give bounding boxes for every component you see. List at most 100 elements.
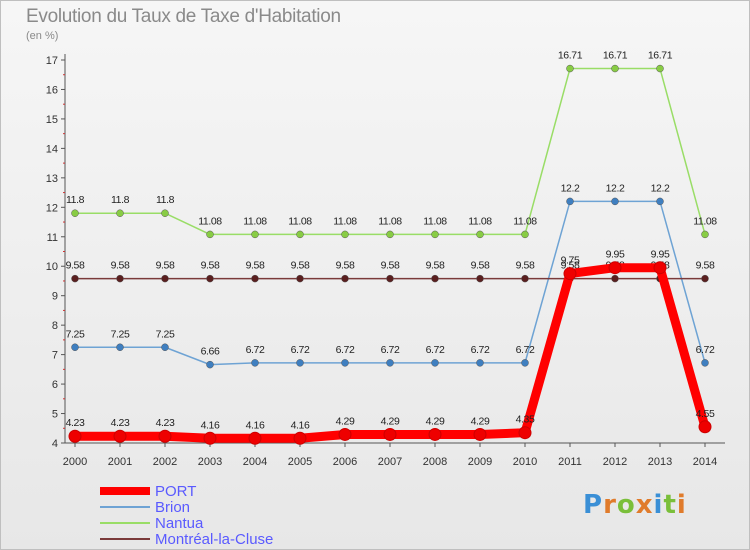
data-point [386, 274, 394, 283]
data-point [701, 274, 709, 283]
data-point [71, 209, 79, 217]
data-point [656, 64, 664, 73]
y-tick-label: 8 [52, 320, 58, 332]
y-tick-label: 15 [46, 114, 58, 126]
data-point [701, 230, 709, 239]
logo-letter: r [603, 490, 617, 520]
y-tick-label: 5 [52, 409, 58, 421]
x-tick-label: 2012 [603, 456, 627, 468]
x-tick-label: 2014 [693, 456, 717, 468]
y-tick-label: 10 [46, 261, 58, 273]
data-label: 4.29 [426, 415, 445, 427]
y-tick-label: 4 [52, 438, 58, 450]
data-label: 9.58 [696, 260, 715, 272]
data-point [608, 261, 622, 275]
x-tick-label: 2013 [648, 456, 672, 468]
data-label: 4.29 [471, 415, 490, 427]
data-point [206, 360, 214, 369]
data-point [476, 230, 484, 239]
data-point [698, 420, 712, 434]
data-label: 9.58 [201, 260, 220, 272]
data-label: 9.58 [291, 260, 310, 272]
logo-letter: P [583, 490, 604, 520]
legend-label-port: PORT [155, 483, 197, 500]
data-point [71, 343, 79, 351]
data-point [206, 230, 214, 239]
data-label: 11.08 [693, 215, 717, 227]
data-label: 6.72 [246, 344, 265, 356]
data-point [701, 359, 709, 367]
legend-swatch-port [100, 487, 150, 495]
data-label: 4.23 [156, 417, 175, 429]
data-label: 9.58 [66, 260, 85, 272]
data-label: 6.72 [291, 344, 310, 356]
y-tick-label: 7 [52, 350, 58, 362]
data-point [296, 230, 304, 239]
data-label: 11.08 [198, 215, 222, 227]
data-point [116, 343, 124, 351]
data-point [161, 209, 169, 217]
data-point [341, 274, 349, 283]
x-tick-label: 2009 [468, 456, 492, 468]
data-label: 16.71 [558, 50, 583, 62]
data-label: 9.58 [246, 260, 265, 272]
data-label: 11.08 [423, 215, 447, 227]
data-point [68, 429, 82, 443]
logo-letter: x [635, 490, 654, 520]
data-point [611, 274, 619, 283]
data-label: 16.71 [648, 50, 673, 62]
x-tick-label: 2004 [243, 456, 267, 468]
data-label: 6.72 [696, 344, 715, 356]
data-point [521, 230, 529, 239]
data-point [521, 274, 529, 283]
x-tick-label: 2008 [423, 456, 447, 468]
data-point [206, 274, 214, 283]
data-point [611, 197, 619, 206]
data-point [566, 197, 574, 206]
data-label: 9.75 [561, 255, 580, 267]
data-point [476, 359, 484, 367]
data-label: 11.08 [288, 215, 312, 227]
logo-letter: o [616, 490, 636, 520]
data-label: 6.66 [201, 346, 220, 358]
data-point [431, 359, 439, 367]
data-point [158, 429, 172, 443]
data-label: 7.25 [111, 328, 130, 340]
data-point [563, 267, 577, 281]
data-point [431, 230, 439, 239]
data-label: 7.25 [66, 328, 85, 340]
data-label: 9.95 [606, 249, 625, 261]
x-tick-label: 2000 [63, 456, 87, 468]
legend-swatch-brion [100, 506, 150, 508]
data-label: 4.55 [696, 408, 715, 420]
data-label: 11.8 [111, 194, 130, 206]
data-label: 9.58 [381, 260, 400, 272]
data-point [518, 426, 532, 440]
data-label: 9.58 [156, 260, 175, 272]
x-tick-label: 2001 [108, 456, 132, 468]
data-point [383, 427, 397, 441]
data-point [293, 431, 307, 445]
data-label: 9.58 [336, 260, 355, 272]
series-line [74, 67, 706, 236]
x-tick-label: 2002 [153, 456, 177, 468]
data-label: 6.72 [336, 344, 355, 356]
data-point [611, 64, 619, 73]
y-tick-label: 16 [46, 84, 58, 96]
data-label: 11.08 [468, 215, 492, 227]
chart-subtitle: (en %) [26, 30, 59, 42]
data-label: 4.35 [516, 414, 535, 426]
x-tick-label: 2007 [378, 456, 402, 468]
data-point [341, 230, 349, 239]
data-point [251, 359, 259, 367]
chart-title: Evolution du Taux de Taxe d'Habitation [26, 6, 341, 27]
data-point [296, 274, 304, 283]
data-label: 4.29 [381, 415, 400, 427]
data-point [338, 427, 352, 441]
data-label: 6.72 [426, 344, 445, 356]
x-tick-label: 2003 [198, 456, 222, 468]
data-label: 12.2 [651, 182, 670, 194]
data-label: 4.29 [336, 415, 355, 427]
data-label: 9.58 [426, 260, 445, 272]
